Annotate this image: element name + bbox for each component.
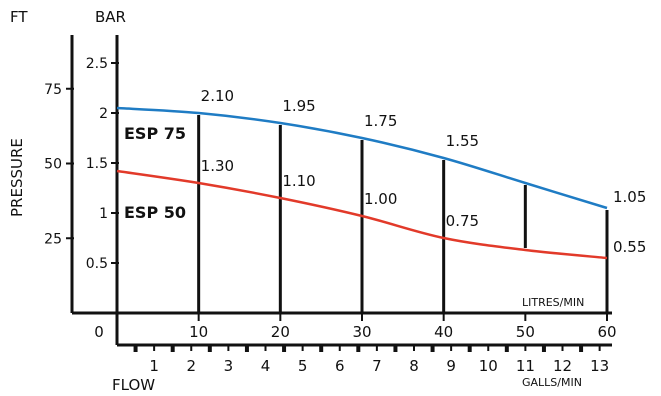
galls-tick-label: 11	[516, 357, 535, 375]
data-label: 1.30	[201, 157, 234, 175]
series-label-esp50: ESP 50	[124, 203, 186, 222]
galls-tick-label: 9	[446, 357, 456, 375]
galls-tick-label: 8	[409, 357, 419, 375]
ft-tick-label: 25	[44, 231, 62, 247]
y-axis-title: PRESSURE	[8, 138, 26, 217]
litres-tick-label: 10	[189, 323, 208, 341]
data-label: 1.75	[364, 112, 397, 130]
litres-tick-label: 40	[434, 323, 453, 341]
x-axis-title: FLOW	[112, 376, 155, 394]
galls-unit-label: GALLS/MIN	[522, 376, 582, 389]
galls-tick-label: 4	[261, 357, 271, 375]
galls-tick-label: 5	[298, 357, 308, 375]
litres-unit-label: LITRES/MIN	[522, 296, 584, 309]
litres-tick-label: 20	[271, 323, 290, 341]
ft-tick-label: 75	[44, 82, 62, 98]
litres-tick-label: 30	[352, 323, 371, 341]
units-bar-label: BAR	[95, 8, 126, 26]
data-label: 1.05	[613, 188, 646, 206]
bar-tick-label: 1	[99, 206, 108, 222]
galls-tick-label: 1	[149, 357, 159, 375]
data-label: 1.55	[446, 132, 479, 150]
series-line-0	[116, 106, 608, 210]
units-left-label: FT	[10, 8, 28, 26]
litres-tick-label: 0	[94, 323, 104, 341]
ft-tick-label: 50	[44, 157, 62, 173]
series-line-1	[116, 169, 608, 260]
litres-tick-label: 60	[597, 323, 616, 341]
galls-tick-label: 13	[590, 357, 609, 375]
data-label: 2.10	[201, 87, 234, 105]
data-label: 1.10	[282, 172, 315, 190]
data-label: 0.55	[613, 238, 646, 256]
galls-tick-label: 2	[186, 357, 196, 375]
galls-tick-label: 10	[479, 357, 498, 375]
galls-tick-label: 3	[224, 357, 234, 375]
litres-tick-label: 50	[516, 323, 535, 341]
data-label: 0.75	[446, 212, 479, 230]
data-label: 1.95	[282, 97, 315, 115]
data-label: 1.00	[364, 190, 397, 208]
galls-tick-label: 12	[553, 357, 572, 375]
bar-tick-label: 2	[99, 106, 108, 122]
bar-tick-label: 0.5	[86, 256, 108, 272]
galls-tick-label: 6	[335, 357, 345, 375]
series-label-esp75: ESP 75	[124, 124, 186, 143]
galls-tick-label: 7	[372, 357, 382, 375]
bar-tick-label: 2.5	[86, 56, 108, 72]
bar-tick-label: 1.5	[86, 156, 108, 172]
